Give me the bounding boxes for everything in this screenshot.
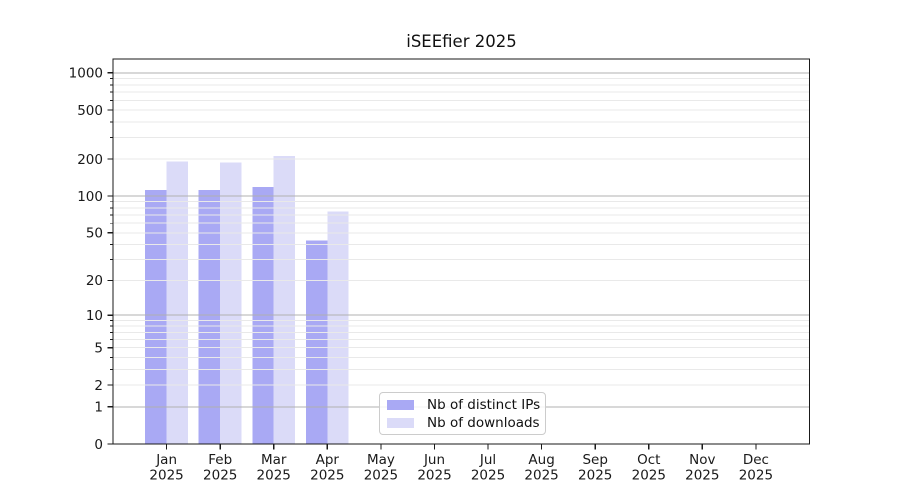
y-tick-label: 1 bbox=[94, 400, 103, 416]
x-tick-label-year: 2025 bbox=[578, 468, 612, 484]
bar-downloads-mar bbox=[273, 156, 296, 444]
y-tick-label: 100 bbox=[77, 189, 103, 205]
x-tick-label-month: Aug bbox=[528, 452, 554, 468]
y-tick-label: 500 bbox=[77, 103, 103, 119]
bar-distinct-ips-feb bbox=[198, 190, 221, 444]
x-tick-label-year: 2025 bbox=[257, 468, 291, 484]
x-tick-label-month: May bbox=[367, 452, 395, 468]
x-tick-label-year: 2025 bbox=[739, 468, 773, 484]
bar-downloads-jan bbox=[166, 161, 188, 444]
legend-label-distinct-ips: Nb of distinct IPs bbox=[427, 397, 541, 413]
x-tick-label-month: Dec bbox=[743, 452, 769, 468]
legend: Nb of distinct IPs Nb of downloads bbox=[379, 392, 546, 435]
y-tick-label: 0 bbox=[94, 437, 103, 453]
legend-swatch-downloads bbox=[387, 417, 414, 429]
y-tick-label: 5 bbox=[94, 341, 103, 357]
bar-downloads-apr bbox=[327, 211, 349, 444]
plot-border bbox=[112, 58, 811, 445]
bar-distinct-ips-jan bbox=[145, 190, 167, 444]
legend-item-distinct-ips: Nb of distinct IPs bbox=[387, 396, 541, 414]
bar-distinct-ips-apr bbox=[305, 240, 328, 444]
bar-downloads-feb bbox=[220, 162, 242, 444]
x-tick-label-year: 2025 bbox=[471, 468, 505, 484]
x-tick-label-month: Nov bbox=[689, 452, 715, 468]
x-tick-label-month: Jun bbox=[423, 452, 445, 468]
x-tick-label-month: Sep bbox=[582, 452, 607, 468]
y-tick-label: 20 bbox=[86, 273, 103, 289]
x-tick-label-year: 2025 bbox=[149, 468, 183, 484]
x-tick-label-year: 2025 bbox=[203, 468, 237, 484]
x-tick-label-month: Mar bbox=[261, 452, 287, 468]
legend-label-downloads: Nb of downloads bbox=[427, 415, 540, 431]
x-tick-label-year: 2025 bbox=[310, 468, 344, 484]
x-tick-label-month: Apr bbox=[316, 452, 340, 468]
x-tick-label-year: 2025 bbox=[524, 468, 558, 484]
x-tick-label-year: 2025 bbox=[685, 468, 719, 484]
y-tick-label: 200 bbox=[77, 152, 103, 168]
x-tick-label-year: 2025 bbox=[417, 468, 451, 484]
chart-title: iSEEfier 2025 bbox=[406, 32, 517, 51]
y-tick-label: 50 bbox=[86, 226, 103, 242]
legend-item-downloads: Nb of downloads bbox=[387, 414, 540, 432]
x-tick-label-month: Jan bbox=[155, 452, 177, 468]
y-tick-label: 1000 bbox=[69, 66, 103, 82]
x-tick-label-month: Oct bbox=[637, 452, 660, 468]
x-tick-label-month: Feb bbox=[208, 452, 232, 468]
x-tick-label-month: Jul bbox=[479, 452, 496, 468]
legend-swatch-distinct-ips bbox=[387, 399, 414, 411]
x-tick-label-year: 2025 bbox=[364, 468, 398, 484]
y-tick-label: 10 bbox=[86, 308, 103, 324]
y-tick-label: 2 bbox=[94, 378, 103, 394]
x-tick-label-year: 2025 bbox=[632, 468, 666, 484]
